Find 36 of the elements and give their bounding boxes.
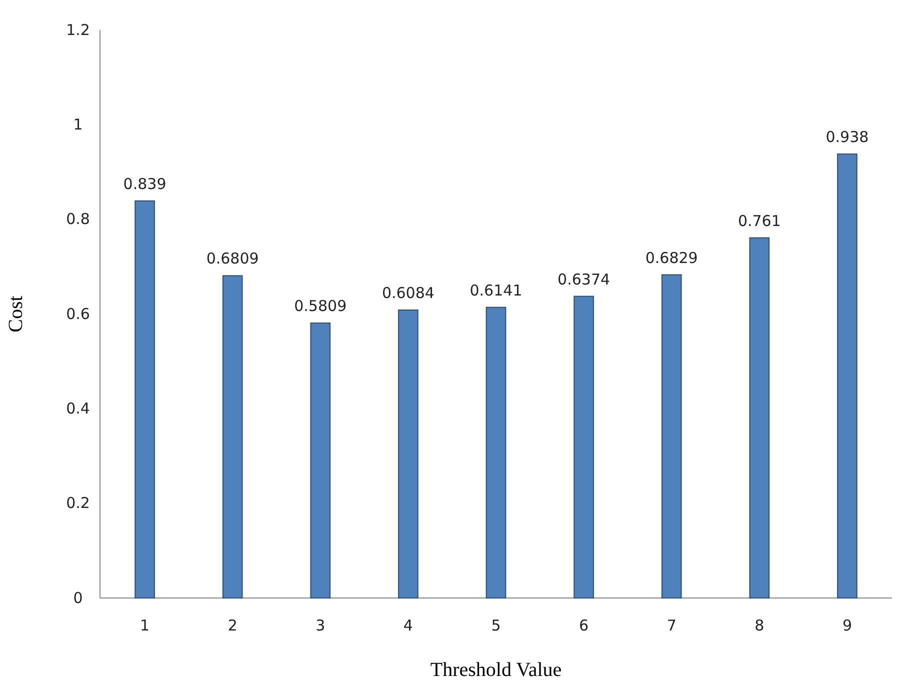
x-tick-label: 9	[842, 616, 852, 635]
bar	[222, 275, 243, 598]
data-label: 0.6084	[382, 284, 434, 302]
bar	[398, 310, 418, 598]
bar	[837, 154, 858, 598]
y-tick-label: 1	[73, 115, 83, 134]
y-tick-label: 0	[73, 588, 83, 607]
y-tick-label: 0.8	[66, 210, 90, 228]
bar	[661, 274, 682, 598]
x-tick-label: 4	[403, 616, 413, 635]
bar	[574, 296, 594, 598]
bar	[310, 322, 331, 598]
y-tick-label: 0.4	[66, 399, 90, 418]
x-tick-label: 7	[666, 616, 676, 635]
x-tick-label: 2	[228, 616, 238, 635]
data-label: 0.6374	[558, 270, 610, 288]
x-tick-label: 8	[754, 616, 764, 635]
data-label: 0.761	[738, 212, 781, 230]
x-tick-label: 5	[491, 616, 501, 635]
data-label: 0.6141	[470, 281, 522, 300]
y-axis-title: Cost	[5, 295, 27, 332]
data-label: 0.938	[826, 128, 869, 146]
bar	[486, 306, 506, 598]
y-tick-label: 0.2	[66, 494, 90, 512]
x-tick-label: 1	[140, 616, 150, 635]
bar	[749, 237, 770, 598]
data-label: 0.6809	[206, 250, 259, 268]
data-label: 0.5809	[294, 297, 347, 316]
y-tick-label: 0.6	[66, 304, 90, 323]
x-tick-label: 6	[579, 616, 589, 635]
data-label: 0.839	[123, 174, 166, 193]
x-tick-label: 3	[316, 616, 326, 635]
bar	[134, 200, 155, 598]
data-label: 0.6829	[645, 248, 698, 267]
x-axis-title: Threshold Value	[430, 659, 562, 681]
y-tick-label: 1.2	[66, 20, 90, 39]
